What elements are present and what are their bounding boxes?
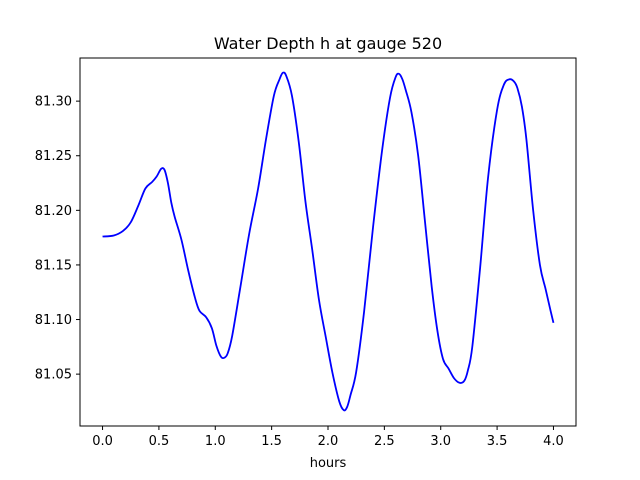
x-tick-label: 0.0 <box>92 434 113 449</box>
series-line-0 <box>102 71 555 412</box>
y-tick-label: 81.15 <box>35 258 72 273</box>
y-tick-label: 81.25 <box>35 149 72 164</box>
x-tick-label: 1.0 <box>205 434 226 449</box>
y-tick-label: 81.20 <box>35 204 72 219</box>
y-tick-label: 81.05 <box>35 368 72 383</box>
y-tick-label: 81.10 <box>35 313 72 328</box>
plot-area <box>102 71 555 412</box>
x-tick-label: 2.5 <box>374 434 395 449</box>
x-tick-label: 0.5 <box>149 434 170 449</box>
x-tick-label: 3.0 <box>430 434 451 449</box>
x-tick-label: 3.5 <box>487 434 508 449</box>
x-tick-label: 4.0 <box>543 434 564 449</box>
x-axis-label: hours <box>310 456 347 471</box>
x-tick-label: 1.5 <box>261 434 282 449</box>
chart-title: Water Depth h at gauge 520 <box>214 34 442 53</box>
x-tick-label: 2.0 <box>318 434 339 449</box>
axes: 0.0 0.5 1.0 1.5 2.0 2.5 3.0 3.5 4.0 81.05 81.10 81.… <box>35 57 577 449</box>
y-tick-label: 81.30 <box>35 95 72 110</box>
